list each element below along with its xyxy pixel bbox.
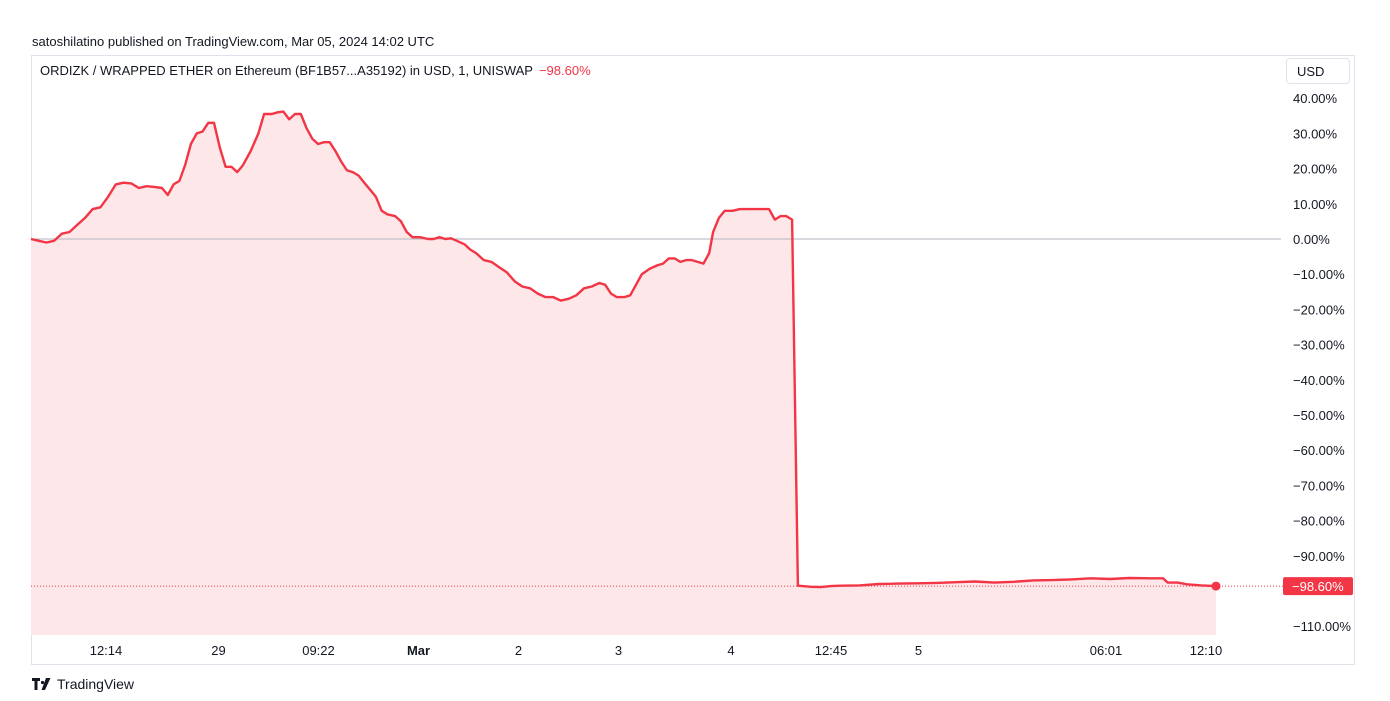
change-percent: −98.60% [538,63,591,78]
symbol-legend: ORDIZK / WRAPPED ETHER on Ethereum (BF1B… [40,63,591,78]
y-tick-label: 20.00% [1293,162,1338,177]
currency-button[interactable]: USD [1286,58,1350,84]
last-value-dot [1211,581,1221,591]
y-tick-label: −90.00% [1293,549,1345,564]
x-tick-label: 29 [211,643,225,658]
x-tick-label: 3 [615,643,622,658]
brand-name: TradingView [57,676,135,692]
x-tick-label: 09:22 [302,643,335,658]
y-tick-label: 0.00% [1293,232,1330,247]
x-tick-label: 4 [727,643,734,658]
y-tick-label: −50.00% [1293,408,1345,423]
x-tick-label: 2 [515,643,522,658]
x-tick-label: 12:10 [1190,643,1223,658]
y-tick-label: 10.00% [1293,197,1338,212]
area-fill [31,111,1216,636]
y-tick-label: −30.00% [1293,338,1345,353]
y-tick-label: −40.00% [1293,373,1345,388]
y-tick-label: −70.00% [1293,478,1345,493]
y-tick-label: −80.00% [1293,514,1345,529]
symbol-title: ORDIZK / WRAPPED ETHER on Ethereum (BF1B… [40,63,533,78]
y-tick-label: −110.00% [1293,619,1351,634]
x-tick-label: 12:14 [90,643,123,658]
y-tick-label: −60.00% [1293,443,1345,458]
x-tick-label: Mar [407,643,430,658]
y-tick-label: 30.00% [1293,126,1338,141]
last-value-label: −98.60% [1292,579,1344,594]
x-tick-label: 06:01 [1090,643,1123,658]
price-series-line [30,110,1217,589]
published-caption: satoshilatino published on TradingView.c… [32,34,435,49]
y-tick-label: 40.00% [1293,91,1338,106]
y-tick-label: −20.00% [1293,302,1345,317]
x-tick-label: 12:45 [815,643,848,658]
last-value-badge [1283,577,1353,596]
tradingview-brand[interactable]: TradingView [32,676,134,692]
tradingview-logo-icon [32,678,51,690]
y-tick-label: −10.00% [1293,267,1345,282]
x-tick-label: 5 [915,643,922,658]
